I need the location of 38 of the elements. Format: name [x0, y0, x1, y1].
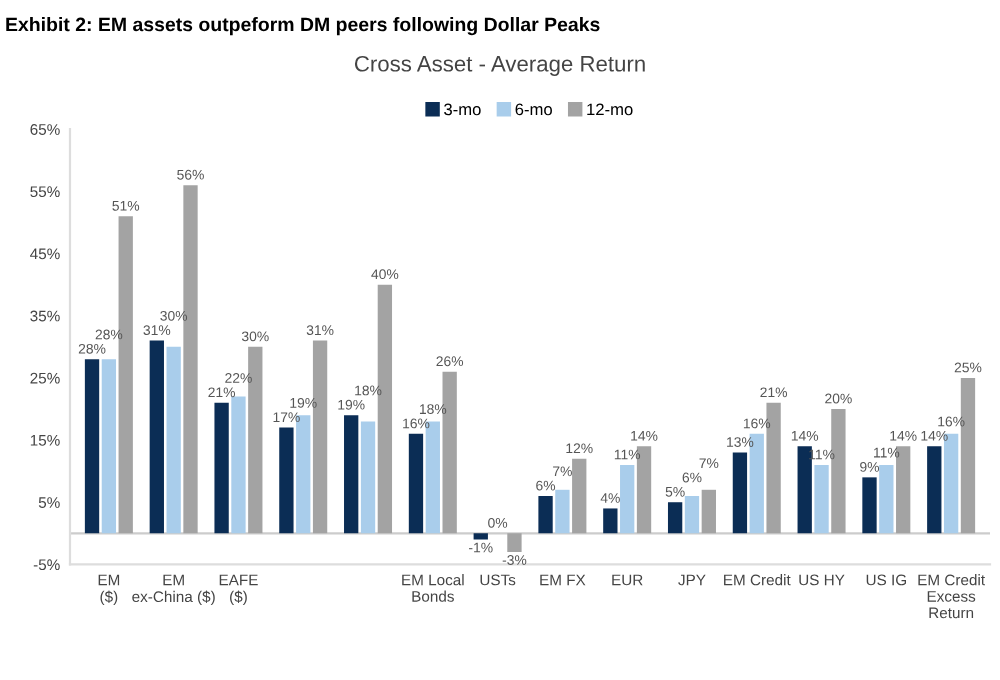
bar: [684, 496, 700, 534]
bar: [279, 427, 294, 534]
bar: [231, 396, 246, 534]
bar: [896, 446, 911, 534]
legend-label: 6-mo: [515, 103, 552, 116]
bar: [344, 415, 359, 534]
bar: [927, 446, 942, 534]
bar: [667, 502, 683, 534]
chart-title: Exhibit 2: EM assets outpeform DM peers following Dollar Peaks: [6, 17, 600, 36]
bar: [831, 408, 846, 534]
bar: [408, 433, 424, 534]
bar: [732, 452, 748, 534]
bar: [879, 464, 894, 534]
bar: [636, 446, 652, 534]
bar: [797, 446, 812, 534]
bar: [149, 340, 164, 534]
legend-label: 3-mo: [444, 103, 481, 116]
bar: [84, 359, 100, 534]
bar: [701, 489, 716, 534]
bar: [296, 415, 311, 534]
bar: [360, 421, 376, 534]
bar: [248, 346, 263, 534]
chart-subtitle: Cross Asset - Average Return: [354, 55, 645, 77]
bar: [555, 489, 570, 534]
bar: [814, 464, 829, 534]
bar: [620, 464, 635, 534]
bar: [572, 458, 587, 534]
bar: [862, 477, 877, 534]
bar: [166, 346, 181, 534]
bar: [766, 402, 781, 534]
bar: [538, 496, 553, 534]
bar: [183, 185, 198, 534]
bar: [603, 508, 618, 534]
bar: [101, 359, 117, 534]
legend-label: 12-mo: [587, 103, 633, 116]
bar: [507, 533, 522, 552]
bar: [473, 533, 488, 540]
bar: [214, 402, 229, 534]
